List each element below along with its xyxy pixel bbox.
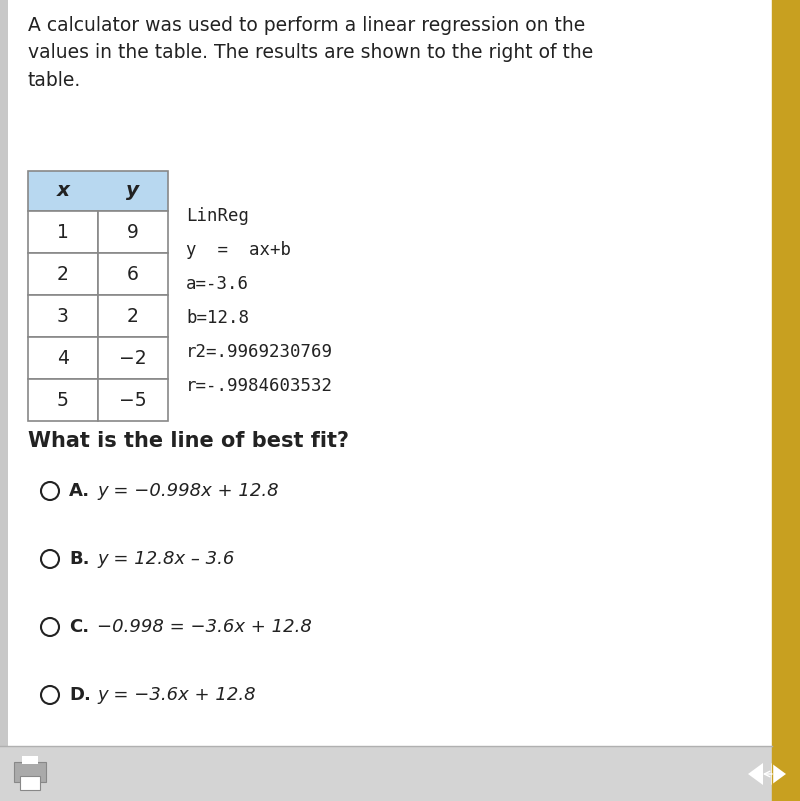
Text: B.: B. (69, 550, 90, 568)
Text: −2: −2 (119, 348, 147, 368)
Text: a=-3.6: a=-3.6 (186, 275, 249, 293)
FancyBboxPatch shape (22, 756, 38, 764)
FancyBboxPatch shape (772, 0, 800, 801)
Text: y  =  ax+b: y = ax+b (186, 241, 291, 259)
Text: 2: 2 (57, 264, 69, 284)
Text: r2=.9969230769: r2=.9969230769 (186, 343, 333, 361)
Text: 3: 3 (57, 307, 69, 325)
FancyBboxPatch shape (98, 211, 168, 253)
Text: LinReg: LinReg (186, 207, 249, 225)
Text: 9: 9 (127, 223, 139, 241)
Text: 1: 1 (57, 223, 69, 241)
Text: −0.998 = −3.6x + 12.8: −0.998 = −3.6x + 12.8 (97, 618, 312, 636)
Text: y = −0.998x + 12.8: y = −0.998x + 12.8 (97, 482, 278, 500)
FancyBboxPatch shape (98, 253, 168, 295)
Text: x: x (57, 182, 70, 200)
Text: 6: 6 (127, 264, 139, 284)
Text: y: y (126, 182, 139, 200)
FancyBboxPatch shape (28, 379, 98, 421)
Text: C.: C. (69, 618, 89, 636)
Text: r=-.9984603532: r=-.9984603532 (186, 377, 333, 395)
FancyBboxPatch shape (28, 337, 98, 379)
FancyBboxPatch shape (98, 379, 168, 421)
Text: b=12.8: b=12.8 (186, 309, 249, 327)
Text: 2: 2 (127, 307, 139, 325)
FancyBboxPatch shape (0, 0, 8, 801)
FancyBboxPatch shape (20, 776, 40, 790)
Text: −5: −5 (119, 391, 147, 409)
FancyBboxPatch shape (28, 295, 98, 337)
FancyBboxPatch shape (14, 762, 46, 782)
Text: y = 12.8x – 3.6: y = 12.8x – 3.6 (97, 550, 234, 568)
Text: A calculator was used to perform a linear regression on the
values in the table.: A calculator was used to perform a linea… (28, 16, 594, 90)
FancyBboxPatch shape (98, 337, 168, 379)
FancyBboxPatch shape (28, 171, 168, 211)
Text: 5: 5 (57, 391, 69, 409)
Text: D.: D. (69, 686, 91, 704)
FancyBboxPatch shape (98, 295, 168, 337)
FancyBboxPatch shape (0, 746, 772, 801)
Polygon shape (771, 763, 786, 785)
FancyBboxPatch shape (28, 253, 98, 295)
FancyBboxPatch shape (28, 211, 98, 253)
Polygon shape (748, 763, 763, 785)
Text: y = −3.6x + 12.8: y = −3.6x + 12.8 (97, 686, 256, 704)
Text: A.: A. (69, 482, 90, 500)
Text: What is the line of best fit?: What is the line of best fit? (28, 431, 349, 451)
Text: 4: 4 (57, 348, 69, 368)
